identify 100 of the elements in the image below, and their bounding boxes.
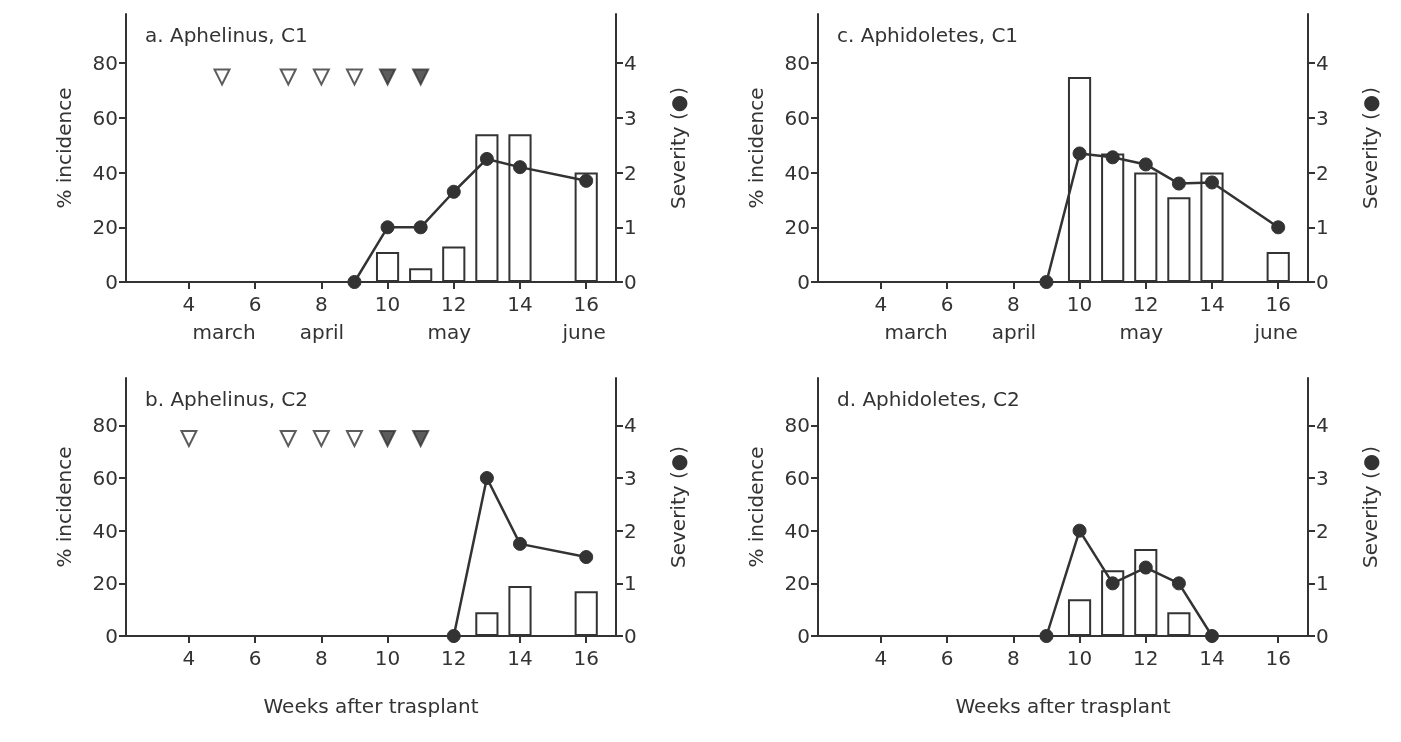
x-tick-label: 4 <box>182 292 196 316</box>
x-tick-label: 8 <box>314 646 328 670</box>
x-tick-label: 12 <box>1133 646 1159 670</box>
y2-tick-label: 1 <box>624 215 637 240</box>
point <box>1138 560 1153 575</box>
x-axis-title: Weeks after trasplant <box>955 694 1171 718</box>
y2-tick-label: 2 <box>1316 160 1329 185</box>
text: b. Aphelinus, C2 <box>145 387 309 411</box>
point <box>446 184 461 199</box>
x-tick-label: 10 <box>374 646 401 670</box>
x-tick-label: 8 <box>1006 292 1020 316</box>
point <box>1105 576 1120 591</box>
point <box>1039 275 1054 289</box>
y-tick-label: 60 <box>784 466 810 491</box>
point <box>579 550 594 565</box>
x-tick-label: 4 <box>874 292 888 316</box>
y-tick-label: 60 <box>92 466 118 491</box>
point <box>1039 629 1054 643</box>
point <box>1271 220 1286 235</box>
y-tick-label: 0 <box>105 624 118 648</box>
y-tick-label: 40 <box>92 160 118 185</box>
text: april <box>991 320 1037 344</box>
y2-axis-title: Severity (●) <box>1358 445 1382 569</box>
point <box>1072 146 1087 161</box>
x-tick-label: 10 <box>1066 646 1093 670</box>
y-axis-title: % incidence <box>52 87 76 209</box>
text: june <box>1253 320 1298 344</box>
point <box>1205 175 1219 190</box>
y-tick-label: 80 <box>784 413 810 438</box>
y-axis-title: % incidence <box>744 446 768 568</box>
point <box>1171 176 1186 191</box>
point <box>579 173 594 188</box>
x-tick-label: 8 <box>1006 646 1020 670</box>
y-tick-label: 20 <box>784 215 810 240</box>
y2-tick-label: 1 <box>624 571 637 596</box>
y-tick-label: 0 <box>797 270 810 294</box>
point <box>347 275 362 289</box>
y2-tick-label: 4 <box>1316 413 1329 438</box>
y-tick-label: 80 <box>784 51 810 76</box>
y2-tick-label: 4 <box>1316 51 1329 76</box>
point <box>513 160 527 175</box>
y2-axis-title: Severity (●) <box>1358 86 1382 210</box>
x-tick-label: 6 <box>248 646 262 670</box>
y-tick-label: 80 <box>92 51 118 76</box>
y2-tick-label: 0 <box>624 624 637 648</box>
point <box>479 471 494 486</box>
y2-tick-label: 2 <box>624 518 637 543</box>
x-tick-label: 10 <box>1066 292 1093 316</box>
y2-tick-label: 4 <box>624 51 637 76</box>
x-tick-label: 8 <box>314 292 328 316</box>
point <box>1171 576 1186 591</box>
x-tick-label: 12 <box>1133 292 1159 316</box>
text: c. Aphidoletes, C1 <box>837 23 1019 47</box>
y-tick-label: 40 <box>92 518 118 543</box>
point <box>1105 150 1120 165</box>
x-axis-title: Weeks after trasplant <box>263 694 479 718</box>
y2-tick-label: 3 <box>1316 466 1329 491</box>
text: march <box>192 320 256 344</box>
point <box>446 629 461 643</box>
y-tick-label: 40 <box>784 518 810 543</box>
x-tick-label: 12 <box>441 646 467 670</box>
y2-tick-label: 3 <box>624 466 637 491</box>
y-tick-label: 40 <box>784 160 810 185</box>
point <box>380 220 395 235</box>
point <box>1138 157 1153 172</box>
y2-tick-label: 0 <box>1316 270 1329 294</box>
text: march <box>884 320 948 344</box>
text: may <box>427 320 472 344</box>
text: june <box>561 320 606 344</box>
y2-tick-label: 4 <box>624 413 637 438</box>
y-tick-label: 20 <box>92 215 118 240</box>
point <box>479 151 494 166</box>
x-tick-label: 6 <box>940 292 954 316</box>
y2-tick-label: 2 <box>624 160 637 185</box>
point <box>513 536 527 551</box>
y-axis-title: % incidence <box>744 87 768 209</box>
y2-tick-label: 3 <box>1316 105 1329 130</box>
x-tick-label: 14 <box>507 292 533 316</box>
text: may <box>1119 320 1164 344</box>
y2-tick-label: 0 <box>624 270 637 294</box>
x-tick-label: 4 <box>874 646 888 670</box>
y-tick-label: 20 <box>784 571 810 596</box>
y-tick-label: 0 <box>105 270 118 294</box>
y2-axis-title: Severity (●) <box>666 445 690 569</box>
y2-tick-label: 0 <box>1316 624 1329 648</box>
x-tick-label: 6 <box>940 646 954 670</box>
x-tick-label: 4 <box>182 646 196 670</box>
y2-tick-label: 2 <box>1316 518 1329 543</box>
y-axis-title: % incidence <box>52 446 76 568</box>
y2-tick-label: 3 <box>624 105 637 130</box>
y-tick-label: 60 <box>784 105 810 130</box>
x-tick-label: 14 <box>1199 292 1225 316</box>
x-tick-label: 6 <box>248 292 262 316</box>
text: d. Aphidoletes, C2 <box>837 387 1020 411</box>
x-tick-label: 16 <box>1265 292 1291 316</box>
x-tick-label: 14 <box>507 646 533 670</box>
y-tick-label: 60 <box>92 105 118 130</box>
y-tick-label: 20 <box>92 571 118 596</box>
x-tick-label: 16 <box>1265 646 1291 670</box>
y2-axis-title: Severity (●) <box>666 86 690 210</box>
